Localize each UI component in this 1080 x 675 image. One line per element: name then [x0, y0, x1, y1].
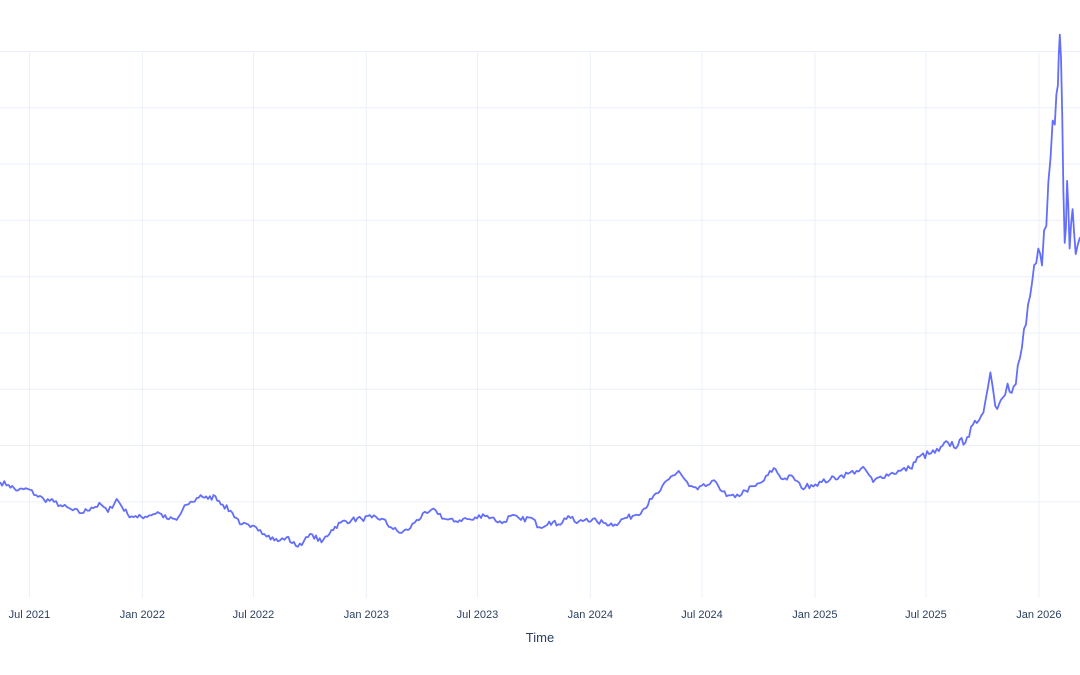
x-gridlines — [28, 52, 1040, 598]
x-tick-label: Jan 2025 — [792, 609, 837, 621]
x-tick-label: Jul 2022 — [233, 609, 275, 621]
y-gridlines — [0, 50, 1080, 503]
series-group — [0, 33, 1080, 548]
x-axis-title: Time — [526, 630, 554, 645]
series-line — [0, 33, 1080, 548]
x-tick-label: Jul 2024 — [681, 609, 723, 621]
x-tick-label: Jan 2026 — [1016, 609, 1061, 621]
x-tick-label: Jan 2022 — [120, 609, 165, 621]
x-tick-label: Jan 2024 — [568, 609, 613, 621]
x-tick-labels: Jul 2021 Jan 2022 Jul 2022 Jan 2023 Jul 2023… — [9, 609, 1062, 621]
x-tick-label: Jul 2021 — [9, 609, 51, 621]
x-tick-label: Jul 2023 — [457, 609, 499, 621]
x-tick-label: Jul 2025 — [905, 609, 947, 621]
x-tick-label: Jan 2023 — [344, 609, 389, 621]
